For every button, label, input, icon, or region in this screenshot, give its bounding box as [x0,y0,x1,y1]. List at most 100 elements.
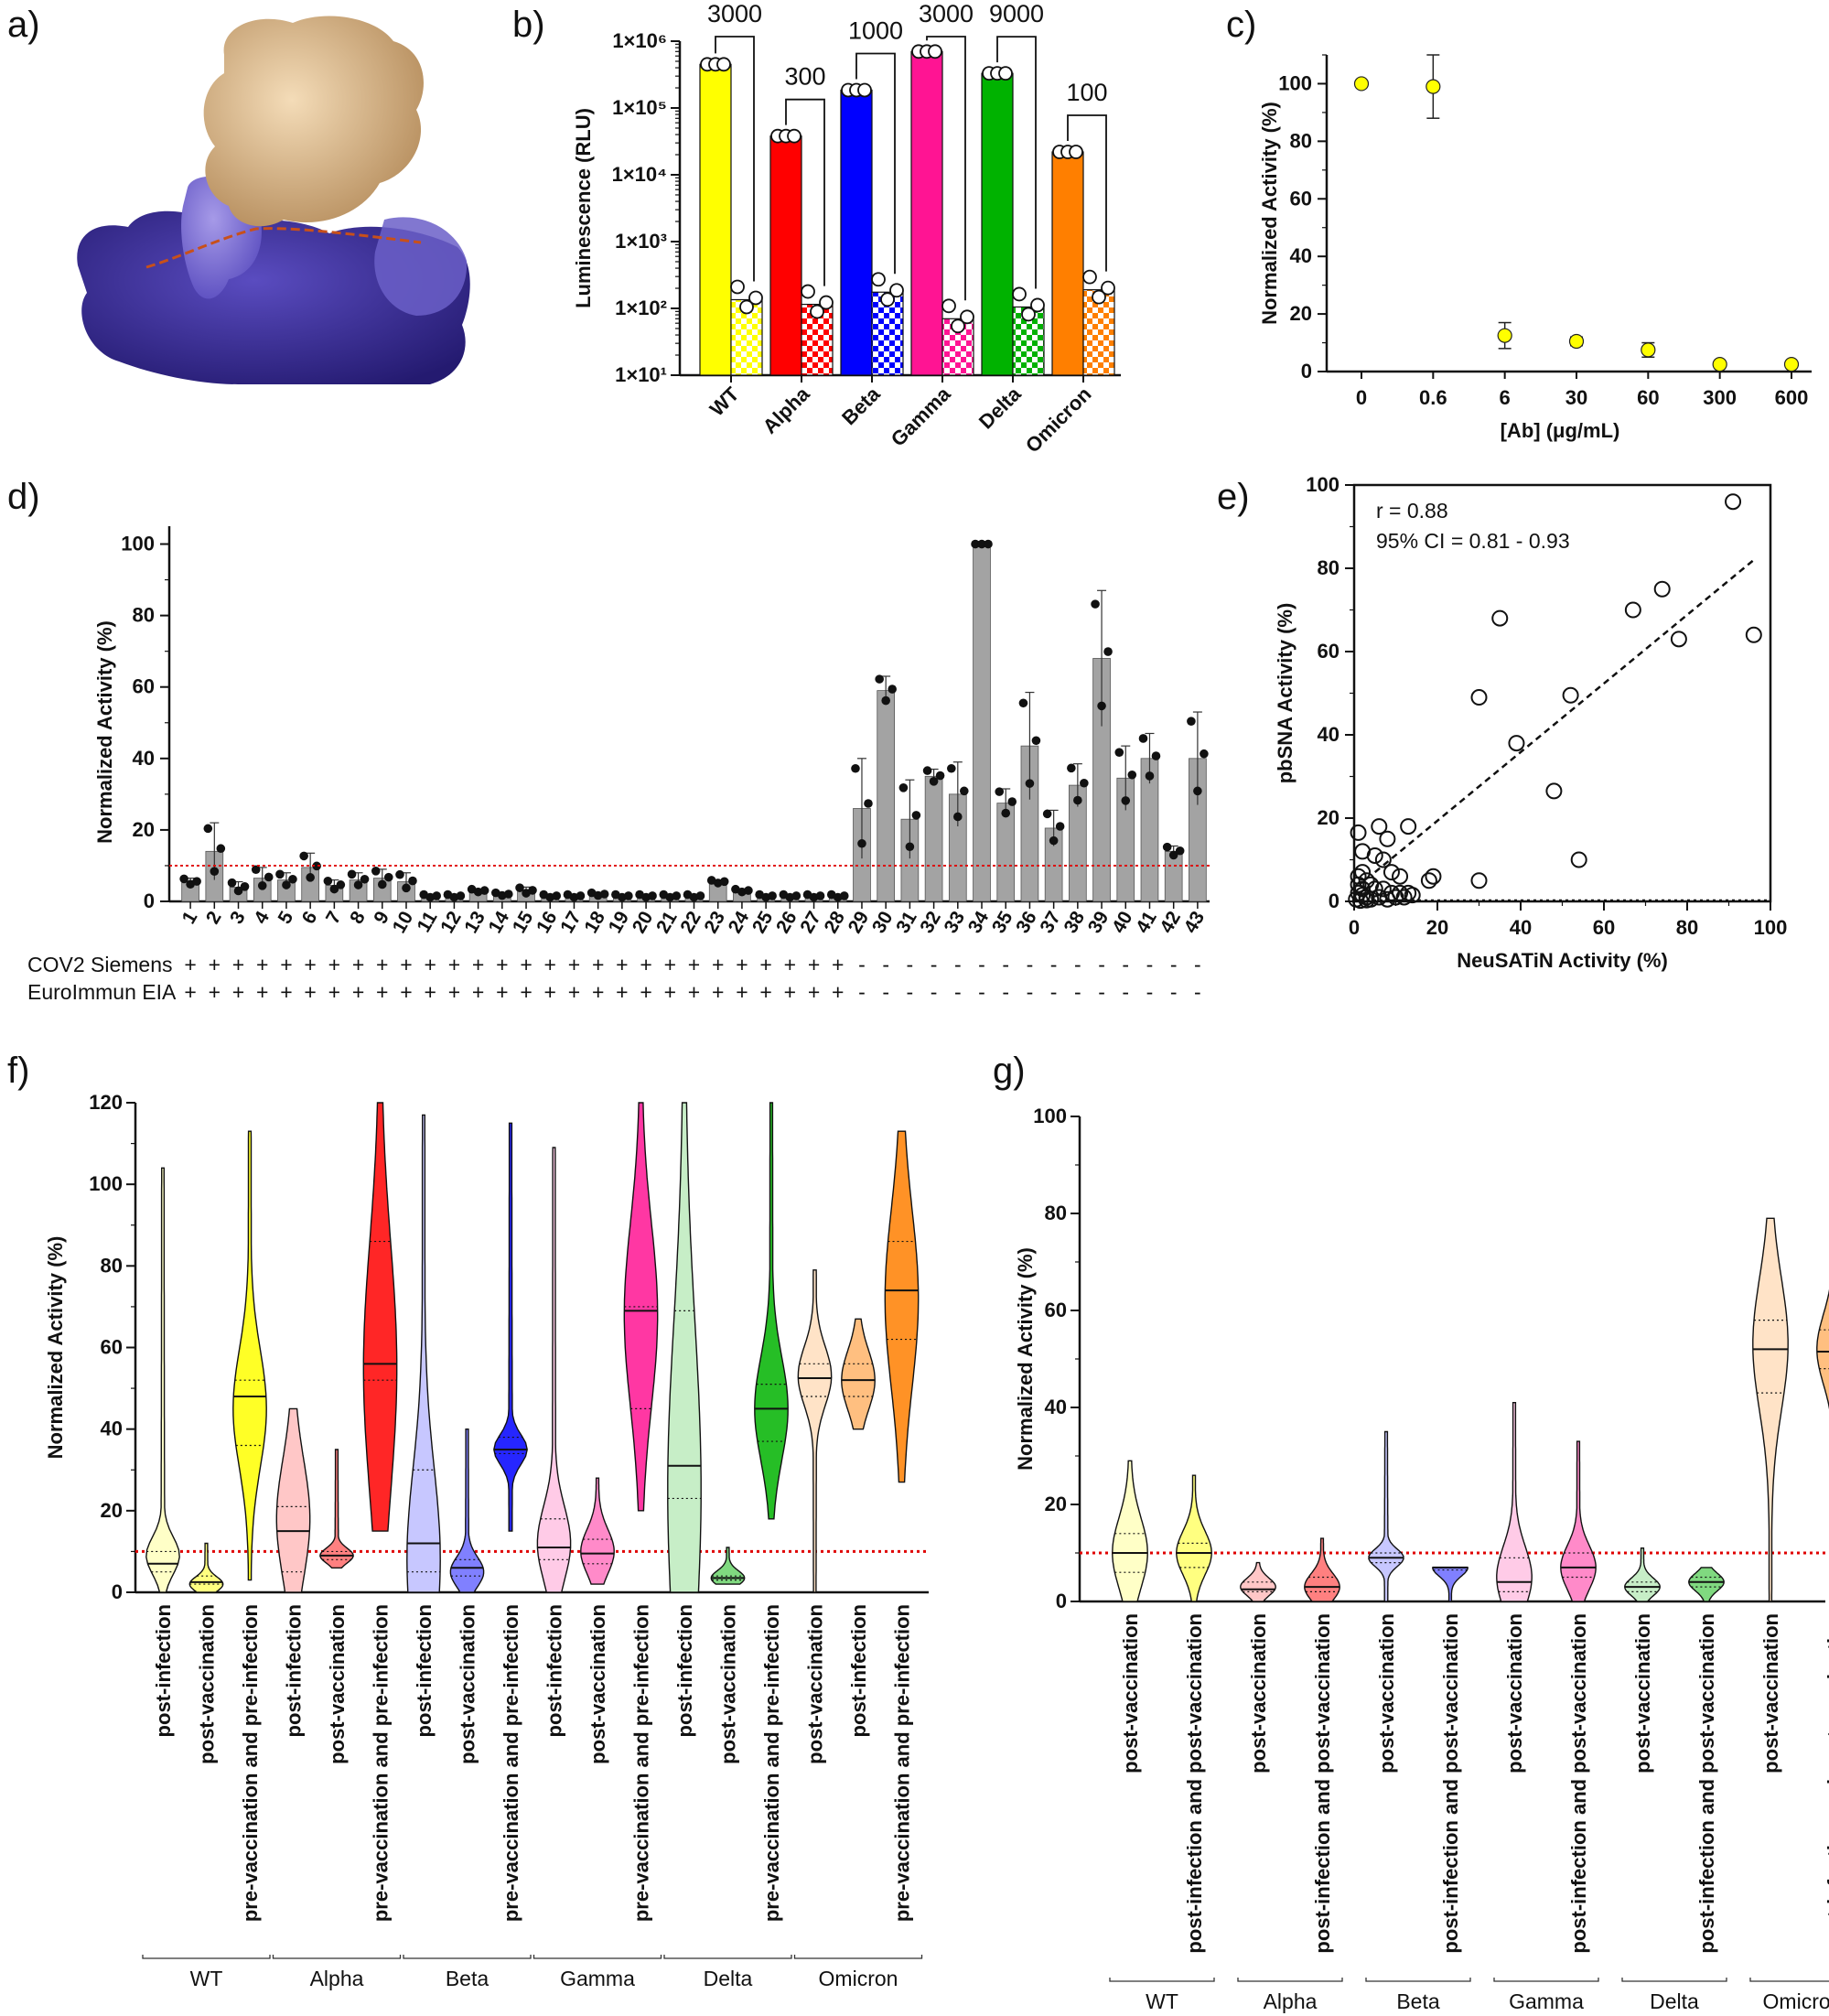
replicate-point [719,877,729,887]
violin-shape [493,1122,528,1532]
y-tick-label: 20 [1318,806,1339,829]
replicate-point [1080,778,1089,788]
replicate-point [203,824,213,834]
y-tick-label: 0 [144,889,155,912]
replicate-point [1018,698,1028,708]
data-point [1670,631,1687,648]
row-mark-euroimmun: - [954,980,962,1004]
x-category-label: post-infection and post-vaccination [1695,1613,1718,1954]
row-mark-siemens: + [568,953,580,976]
violin-shape [1624,1547,1661,1602]
replicate-point [888,685,897,694]
replicate-point [1069,145,1083,159]
x-tick-label: Delta [974,382,1026,433]
x-tick-label: 34 [964,908,994,937]
row-mark-euroimmun: + [712,980,724,1004]
row-mark-euroimmun: + [784,980,796,1004]
row-mark-siemens: + [808,953,820,976]
replicate-point [864,799,873,808]
data-point [1371,889,1388,906]
row-mark-siemens: - [907,953,914,976]
data-point [1358,891,1375,909]
violin-shape [1816,1288,1829,1410]
row-mark-siemens: - [931,953,938,976]
group-bracket [1237,1978,1343,1982]
violin-shape [1176,1474,1212,1602]
x-category-label: pre-vaccination and pre-infection [891,1604,914,1922]
replicate-point [648,891,657,900]
replicate-point [599,889,609,899]
data-point [1379,830,1396,847]
replicate-point [1067,763,1076,773]
violin-shape [232,1130,267,1581]
row-mark-euroimmun: + [209,980,221,1004]
bar [877,690,896,902]
panel-label-g: g) [993,1051,1026,1091]
replicate-point [1101,280,1115,296]
replicate-point [1114,748,1124,757]
data-point [1374,880,1392,898]
x-tick-label: 0 [1349,916,1360,939]
replicate-point [1082,269,1097,285]
y-tick-label: 0 [1329,889,1339,912]
y-tick-label: 1×10¹ [615,363,667,386]
data-point [1497,328,1512,343]
row-mark-euroimmun: + [568,980,580,1004]
row-mark-siemens: - [1050,953,1058,976]
replicate-point [791,891,802,900]
violin-shape [145,1167,180,1593]
replicate-point [960,309,974,325]
replicate-point [1200,749,1209,759]
data-point [1400,818,1417,836]
x-category-label: post-vaccination [1375,1613,1398,1773]
row-mark-siemens: - [1170,953,1178,976]
group-label: Gamma [1509,1989,1584,2013]
y-tick-label: 80 [1045,1202,1067,1224]
replicate-point [748,290,763,306]
x-category-label: post-infection and post-vaccination [1439,1613,1462,1954]
x-tick-label: 19 [605,908,634,937]
confidence-interval: 95% CI = 0.81 - 0.93 [1376,529,1570,553]
fit-line [1373,558,1755,874]
panel-e-correlation-scatter: 0 20 40 60 80 100 0 20 40 60 80 100 pbSNA Activity (… [1274,473,1787,972]
group-label: Beta [446,1967,490,1990]
y-tick-label: 100 [1306,473,1339,496]
violin-shape [841,1318,876,1430]
row-mark-siemens: + [688,953,700,976]
x-category-label: post-vaccination [1247,1613,1270,1773]
replicate-point [1138,734,1148,743]
replicate-point [282,880,291,889]
violin-shape [884,1130,920,1483]
replicate-point [227,878,237,888]
group-bracket [272,1955,402,1959]
replicate-point [695,891,705,900]
fold-bracket [715,36,755,282]
row-mark-euroimmun: + [808,980,820,1004]
row-mark-siemens: - [1098,953,1105,976]
x-tick-label: 32 [916,908,945,937]
group-bracket [533,1955,662,1959]
group-bracket [1749,1978,1829,1982]
row-mark-euroimmun: + [400,980,412,1004]
bar-solid [840,89,873,376]
replicate-point [960,786,969,796]
x-tick-label: 8 [346,908,370,928]
y-tick-label: 0 [112,1580,123,1603]
replicate-point [1042,809,1052,819]
x-tick-label: 33 [941,908,970,937]
x-tick-label: WT [705,382,744,420]
x-tick-label: 16 [533,908,562,937]
replicate-point [1001,808,1011,818]
panel-g-violin-chart: 0 20 40 60 80 100 Normalized Activity (%) post-… [1014,1105,1829,2013]
bar-solid [910,50,943,376]
y-tick-label: 80 [133,604,155,627]
violin-shape [754,1102,789,1520]
replicate-point [730,279,745,295]
x-axis-title: [Ab] (μg/mL) [1501,419,1620,442]
group-label: Omicron [1763,1989,1829,2013]
replicate-point [233,886,243,896]
x-tick-label: 21 [652,908,682,937]
bar-solid [769,135,802,376]
row-mark-siemens: + [472,953,484,976]
y-tick-label: 100 [89,1172,123,1195]
